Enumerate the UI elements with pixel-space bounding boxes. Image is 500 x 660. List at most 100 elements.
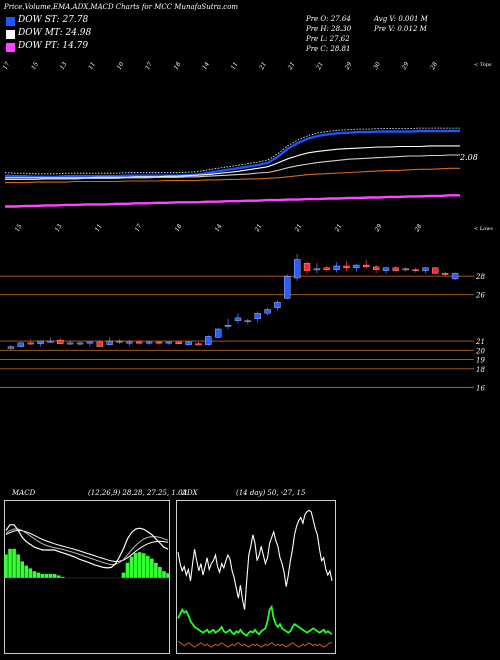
macd-histogram-bar	[125, 562, 130, 578]
macd-histogram-bar	[36, 572, 41, 578]
legend-label-dow-pt: DOW PT: 14.79	[18, 41, 89, 51]
top-date-label: 17	[144, 61, 154, 71]
candle-body	[333, 265, 340, 270]
candle-body	[382, 267, 390, 271]
macd-histogram-bar	[12, 548, 16, 578]
candle-body	[155, 341, 163, 344]
price-level-label: 20	[475, 347, 485, 355]
candle-body	[343, 265, 350, 268]
candle-body	[313, 268, 321, 271]
legend-label-dow-st: DOW ST: 27.78	[18, 15, 89, 25]
candle-body	[294, 259, 301, 279]
macd-signal2-line	[5, 529, 169, 563]
macd-histogram-bar	[162, 571, 166, 578]
ema-series-line	[5, 167, 460, 184]
macd-histogram-bar	[129, 556, 134, 578]
macd-histogram-bar	[28, 568, 33, 578]
macd-histogram-bar	[121, 572, 126, 578]
candle-body	[254, 313, 261, 319]
price-trace-line	[4, 127, 460, 175]
macd-histogram-bar	[166, 573, 170, 578]
price-level-label: 26	[475, 292, 485, 300]
macd-histogram-bar	[158, 567, 162, 578]
quote-close: Pre C: 28.81	[306, 45, 351, 53]
legend-swatch-dow-pt	[6, 43, 15, 52]
macd-histogram-bar	[133, 553, 138, 578]
candle-body	[57, 339, 64, 344]
top-date-label: 17	[2, 61, 12, 71]
low-date-label: 29	[373, 223, 383, 234]
macd-params: (12,26,9) 28.28, 27.25, 1.03	[88, 489, 187, 497]
candle-body	[412, 269, 419, 272]
price-level-label: 16	[476, 384, 485, 392]
candle-body	[205, 336, 212, 345]
candle-body	[402, 268, 409, 271]
candle-body	[175, 341, 182, 344]
adx-minus-di-line	[177, 604, 333, 637]
top-date-label: 14	[201, 61, 211, 71]
macd-histogram-bar	[8, 548, 12, 578]
macd-histogram-bar	[40, 574, 45, 578]
top-date-label: 21	[315, 61, 325, 72]
legend-label-dow-mt: DOW MT: 24.98	[18, 28, 92, 38]
adx-label: ADX	[182, 489, 198, 497]
top-date-label: 30	[372, 61, 382, 71]
candle-body	[392, 267, 399, 271]
macd-histogram-bar	[52, 574, 57, 578]
macd-histogram-bar	[60, 576, 65, 578]
candle-body	[116, 340, 123, 343]
macd-histogram-bar	[32, 571, 37, 578]
legend: DOW ST: 27.78 DOW MT: 24.98 DOW PT: 14.7…	[4, 15, 154, 55]
price-ema-chart: 17 15 13 11 10 17 18 14 11 21 21 21 29 30 29 28 < Tops 2.…	[0, 61, 493, 392]
candle-body	[432, 267, 439, 274]
legend-item-dow-pt: DOW PT: 14.79	[4, 41, 154, 54]
candle-body	[76, 342, 84, 345]
macd-histogram-bar	[48, 574, 53, 578]
macd-line	[5, 524, 169, 569]
ema-series-line	[5, 194, 460, 208]
low-date-label: 21	[253, 223, 263, 234]
candle-body	[284, 276, 291, 299]
candle-body	[422, 267, 429, 271]
quote-high: Pre H: 28.30	[306, 25, 352, 33]
top-date-label: 11	[230, 61, 240, 71]
candle-body	[17, 342, 24, 347]
macd-label: MACD	[12, 489, 36, 497]
low-date-label: 21	[293, 223, 303, 234]
top-date-label: 15	[30, 61, 40, 71]
quote-panel: Pre O: 27.64 Pre H: 28.30 Pre L: 27.62 P…	[306, 15, 496, 65]
candle-body	[185, 341, 192, 345]
quote-open: Pre O: 27.64	[306, 15, 351, 23]
candle-body	[96, 341, 103, 347]
price-panel: 15 13 11 17 18 14 21 21 21 29 28 < Lows282621201918…	[0, 223, 493, 392]
adx-frame	[176, 500, 336, 654]
candle-body	[372, 266, 380, 270]
adx-plus-di-line	[177, 509, 333, 610]
top-date-label: 29	[400, 61, 410, 72]
candle-body	[7, 346, 15, 349]
candle-body	[234, 317, 242, 321]
chart-title: Price,Volume,EMA,ADX,MACD Charts for MCC…	[4, 3, 239, 11]
candle-body	[274, 301, 281, 308]
candle-body	[264, 309, 271, 314]
adx-chart	[176, 500, 336, 654]
candle-body	[47, 340, 54, 343]
ema-series-line	[5, 154, 460, 180]
macd-histogram-bar	[20, 561, 24, 578]
candle-body	[353, 264, 360, 268]
quote-low: Pre L: 27.62	[306, 35, 350, 43]
adx-params: (14 day) 50, -27, 15	[236, 489, 306, 497]
macd-histogram-bar	[141, 553, 146, 578]
candle-body	[244, 320, 251, 322]
candle-body	[451, 273, 459, 280]
candle-body	[323, 267, 330, 270]
ema-series-line	[4, 129, 460, 179]
quote-prev-volume: Pre V: 0.012 M	[374, 25, 427, 33]
legend-swatch-dow-st	[6, 17, 15, 26]
macd-signal-line	[5, 528, 169, 566]
low-date-label: 21	[333, 223, 343, 234]
candle-body	[195, 343, 202, 346]
candle-body	[442, 273, 449, 275]
top-date-label: 28	[429, 61, 439, 72]
candle-body	[165, 341, 172, 344]
